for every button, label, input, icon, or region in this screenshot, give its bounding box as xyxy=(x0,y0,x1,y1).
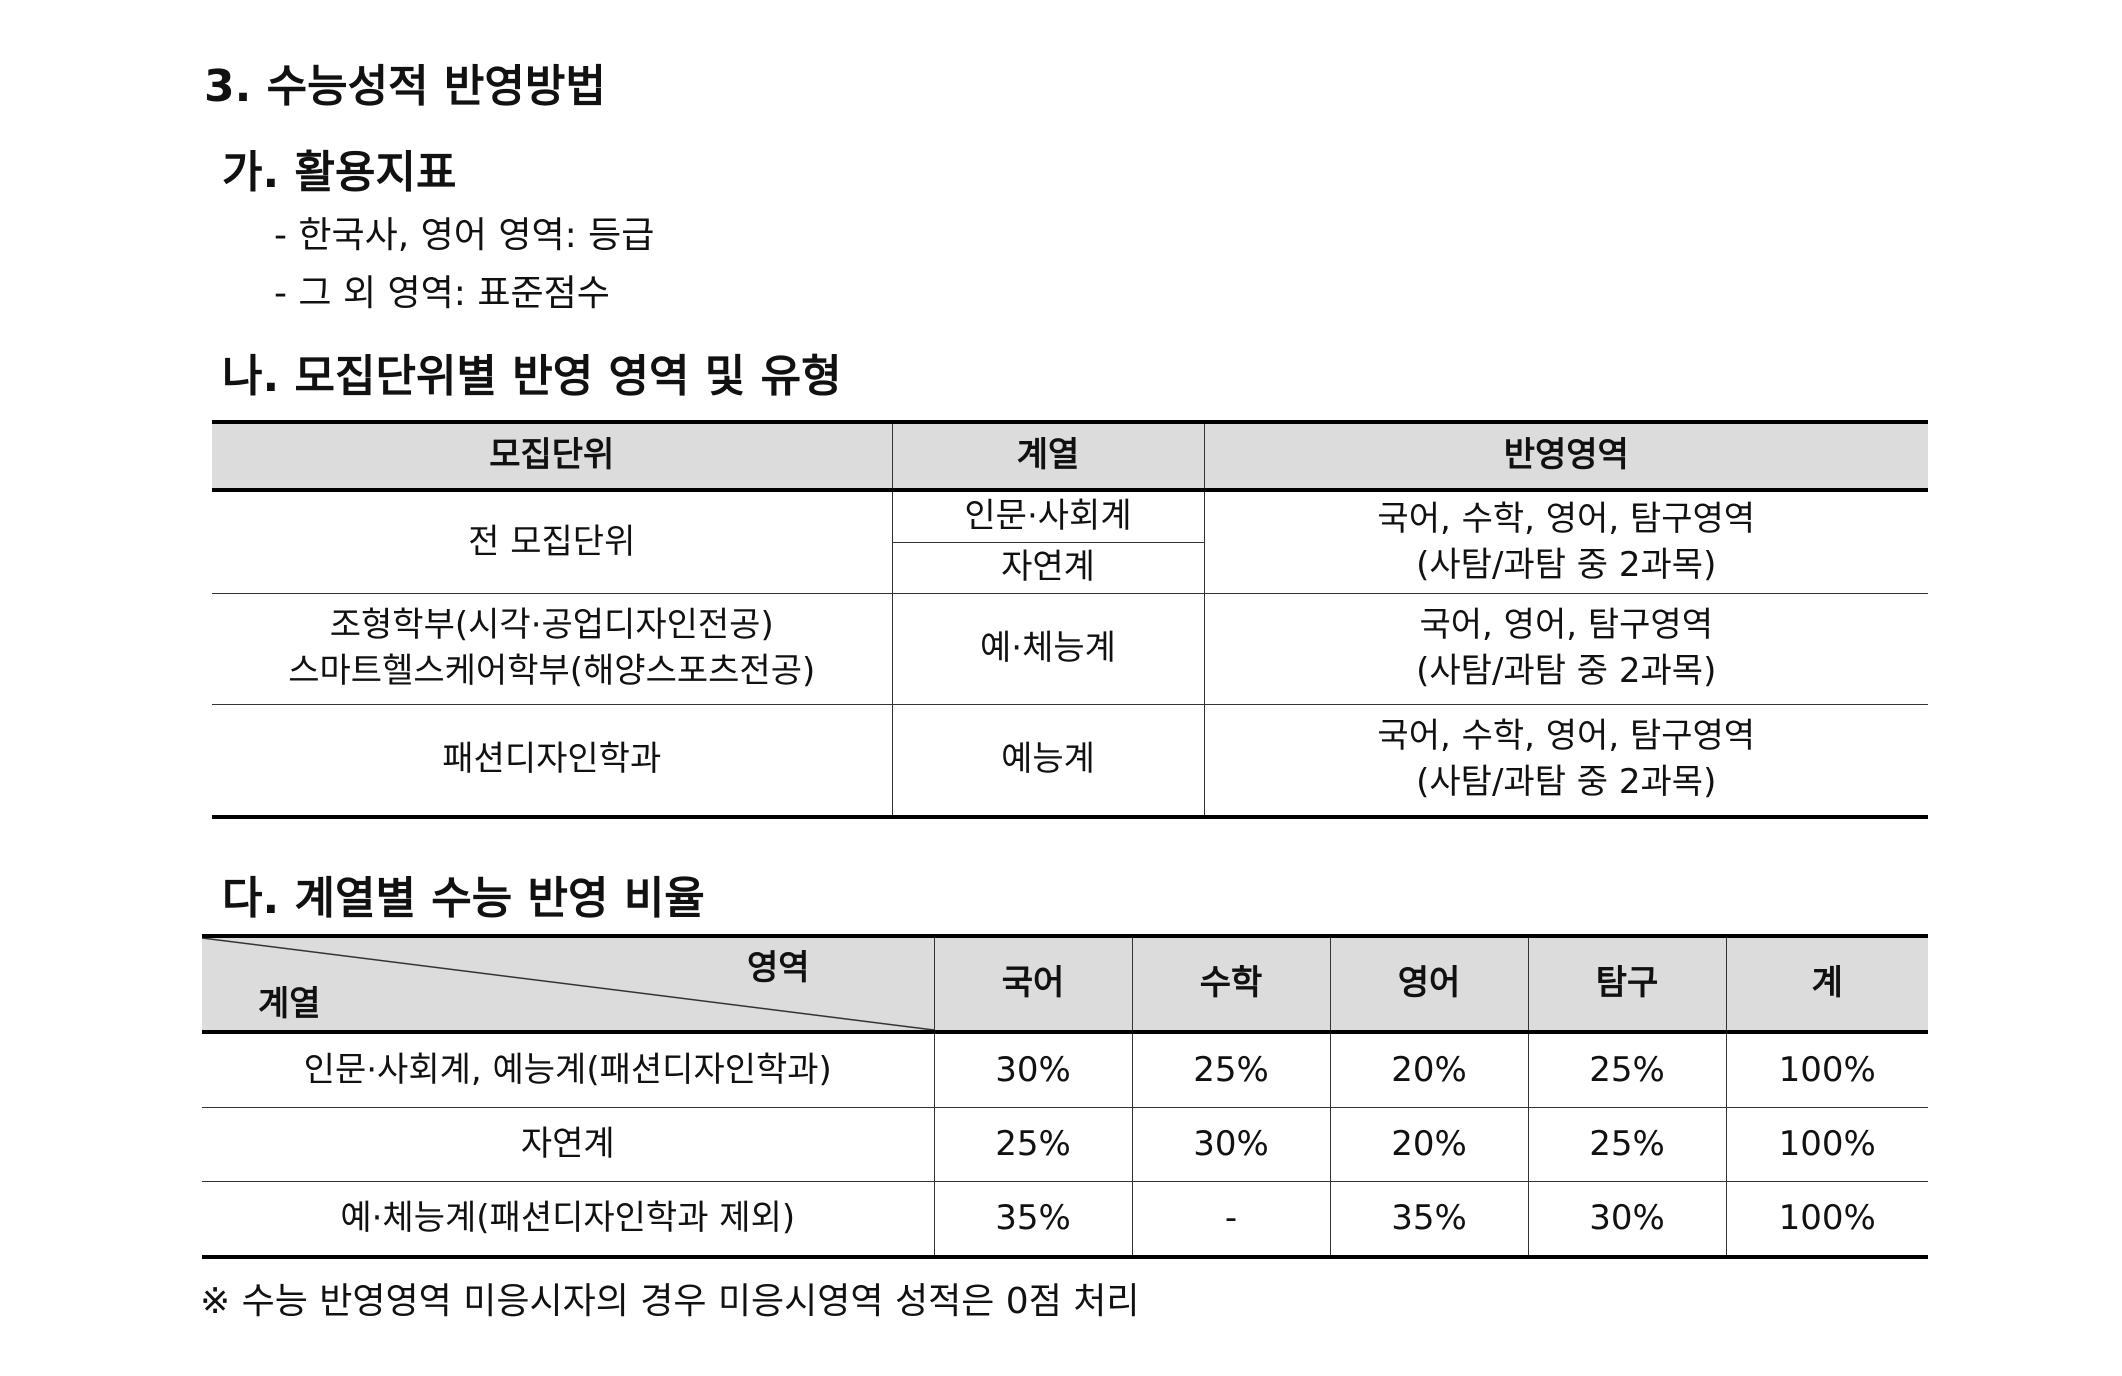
value-cell: 100% xyxy=(1725,1181,1928,1257)
subsection-c-title: 다. 계열별 수능 반영 비율 xyxy=(222,873,705,924)
area-line: 국어, 영어, 탐구영역 xyxy=(1419,605,1713,646)
value-cell: 25% xyxy=(1527,1107,1726,1182)
area-line: (사탐/과탐 중 2과목) xyxy=(1416,544,1717,585)
area-line: (사탐/과탐 중 2과목) xyxy=(1416,651,1717,691)
table-row: 예·체능계(패션디자인학과 제외) 35% - 35% 30% 100% xyxy=(202,1181,1928,1257)
header-area: 반영영역 xyxy=(1203,422,1928,492)
value-cell: 20% xyxy=(1329,1107,1528,1182)
diagonal-line xyxy=(202,938,925,1028)
unit-line: 조형학부(시각·공업디자인전공) xyxy=(329,605,774,646)
track-cell: 인문·사회계 xyxy=(891,490,1204,543)
area-cell: 국어, 수학, 영어, 탐구영역 (사탐/과탐 중 2과목) xyxy=(1203,490,1928,594)
value-cell: 30% xyxy=(1131,1107,1330,1182)
corner-label-area: 영역 xyxy=(746,948,810,988)
header-math: 수학 xyxy=(1131,936,1330,1034)
value-cell: - xyxy=(1131,1181,1330,1257)
area-cell: 국어, 영어, 탐구영역 (사탐/과탐 중 2과목) xyxy=(1203,593,1928,705)
table-row: 자연계 xyxy=(212,542,1928,594)
unit-cell: 조형학부(시각·공업디자인전공) 스마트헬스케어학부(해양스포츠전공) xyxy=(212,593,892,705)
track-cell: 자연계 xyxy=(202,1107,934,1182)
table-row: 자연계 25% 30% 20% 25% 100% xyxy=(202,1107,1928,1182)
table-row: 패션디자인학과 예능계 국어, 수학, 영어, 탐구영역 (사탐/과탐 중 2과… xyxy=(212,704,1928,817)
area-line: 국어, 수학, 영어, 탐구영역 xyxy=(1377,716,1756,757)
header-track: 계열 xyxy=(891,422,1204,492)
table-row: 조형학부(시각·공업디자인전공) 스마트헬스케어학부(해양스포츠전공) 예·체능… xyxy=(212,593,1928,705)
value-cell: 25% xyxy=(933,1107,1132,1182)
header-inquiry: 탐구 xyxy=(1527,936,1726,1034)
track-cell: 예능계 xyxy=(891,704,1204,817)
section-title: 3. 수능성적 반영방법 xyxy=(204,61,606,112)
bullet-standard-score: - 그 외 영역: 표준점수 xyxy=(274,273,610,314)
track-cell: 예·체능계(패션디자인학과 제외) xyxy=(202,1181,934,1257)
footnote: ※ 수능 반영영역 미응시자의 경우 미응시영역 성적은 0점 처리 xyxy=(200,1281,1140,1322)
table-row: 인문·사회계, 예능계(패션디자인학과) 30% 25% 20% 25% 100… xyxy=(202,1032,1928,1108)
header-unit: 모집단위 xyxy=(212,422,892,492)
bullet-grade: - 한국사, 영어 영역: 등급 xyxy=(274,215,655,256)
diagonal-header-cell: 영역 계열 xyxy=(202,936,934,1034)
value-cell: 100% xyxy=(1725,1107,1928,1182)
unit-line: 스마트헬스케어학부(해양스포츠전공) xyxy=(288,651,816,691)
track-cell: 예·체능계 xyxy=(891,593,1204,705)
ratio-table: 영역 계열 국어 수학 영어 탐구 계 인문·사회계, 예능계(패션디자인학과)… xyxy=(202,934,1928,1259)
area-cell: 국어, 수학, 영어, 탐구영역 (사탐/과탐 중 2과목) xyxy=(1203,704,1928,817)
header-total: 계 xyxy=(1725,936,1928,1034)
header-english: 영어 xyxy=(1329,936,1528,1034)
area-line: (사탐/과탐 중 2과목) xyxy=(1416,762,1717,802)
header-korean: 국어 xyxy=(933,936,1132,1034)
area-line: 국어, 수학, 영어, 탐구영역 xyxy=(1377,498,1756,539)
value-cell: 35% xyxy=(1329,1181,1528,1257)
track-cell: 자연계 xyxy=(891,542,1204,594)
corner-label-track: 계열 xyxy=(258,984,321,1025)
track-cell: 인문·사회계, 예능계(패션디자인학과) xyxy=(303,1049,832,1090)
unit-cell: 전 모집단위 xyxy=(468,521,636,562)
subsection-b-title: 나. 모집단위별 반영 영역 및 유형 xyxy=(222,351,842,402)
value-cell: 20% xyxy=(1329,1032,1528,1108)
value-cell: 30% xyxy=(933,1032,1132,1108)
value-cell: 30% xyxy=(1527,1181,1726,1257)
value-cell: 25% xyxy=(1527,1032,1726,1108)
value-cell: 35% xyxy=(933,1181,1132,1257)
value-cell: 25% xyxy=(1131,1032,1330,1108)
unit-area-table: 모집단위 계열 반영영역 전 모집단위 인문·사회계 국어, 수학, 영어, 탐… xyxy=(212,420,1928,819)
table-row: 전 모집단위 인문·사회계 국어, 수학, 영어, 탐구영역 (사탐/과탐 중 … xyxy=(212,490,1928,594)
value-cell: 100% xyxy=(1725,1032,1928,1108)
subsection-a-title: 가. 활용지표 xyxy=(222,147,457,198)
unit-cell: 패션디자인학과 xyxy=(212,704,892,817)
